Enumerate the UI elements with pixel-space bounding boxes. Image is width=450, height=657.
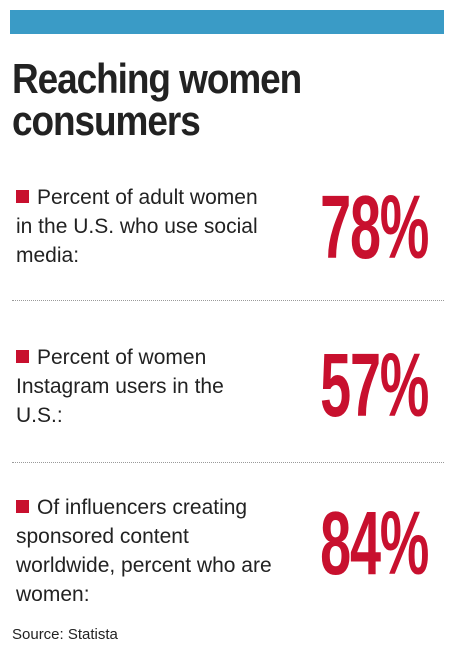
stat-label-3: Of influencers creating sponsored conten…	[16, 493, 276, 609]
title-line-2: consumers	[12, 97, 201, 144]
stat-value-3: 84%	[320, 494, 429, 594]
divider-2	[12, 462, 444, 463]
stat-label-2: Percent of women Instagram users in the …	[16, 343, 276, 430]
header-bar	[10, 10, 444, 34]
stat-label-1: Percent of adult women in the U.S. who u…	[16, 183, 276, 270]
square-bullet-icon	[16, 500, 29, 513]
stat-label-text-1: Percent of adult women in the U.S. who u…	[16, 186, 258, 267]
page-title: Reaching women consumers	[12, 58, 382, 142]
stat-label-text-2: Percent of women Instagram users in the …	[16, 346, 224, 427]
stat-label-text-3: Of influencers creating sponsored conten…	[16, 496, 272, 606]
square-bullet-icon	[16, 190, 29, 203]
square-bullet-icon	[16, 350, 29, 363]
stat-value-1: 78%	[320, 178, 429, 278]
divider-1	[12, 300, 444, 301]
stat-value-2: 57%	[320, 336, 429, 436]
source-note: Source: Statista	[12, 626, 118, 643]
title-line-1: Reaching women	[12, 55, 302, 102]
